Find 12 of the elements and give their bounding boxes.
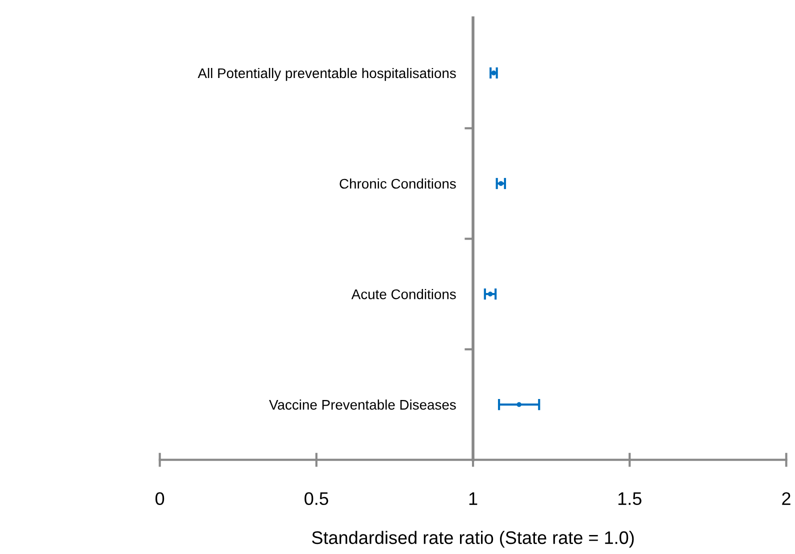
point [488,292,493,296]
x-tick-label: 1 [469,492,478,505]
point [516,402,522,407]
y-tick-label: Vaccine Preventable Diseases [269,400,456,410]
y-tick-label: All Potentially preventable hospitalisations [198,68,456,81]
x-tick-label: 0 [155,492,164,506]
x-axis-title: Standardised rate ratio (State rate = 1.0) [312,530,634,548]
x-tick-label: 0.5 [304,492,328,506]
y-tick-label: Chronic Conditions [340,178,456,189]
x-tick-label: 2 [782,492,790,505]
y-tick-label: Acute Conditions [351,289,456,300]
x-tick-label: 1.5 [618,492,642,506]
